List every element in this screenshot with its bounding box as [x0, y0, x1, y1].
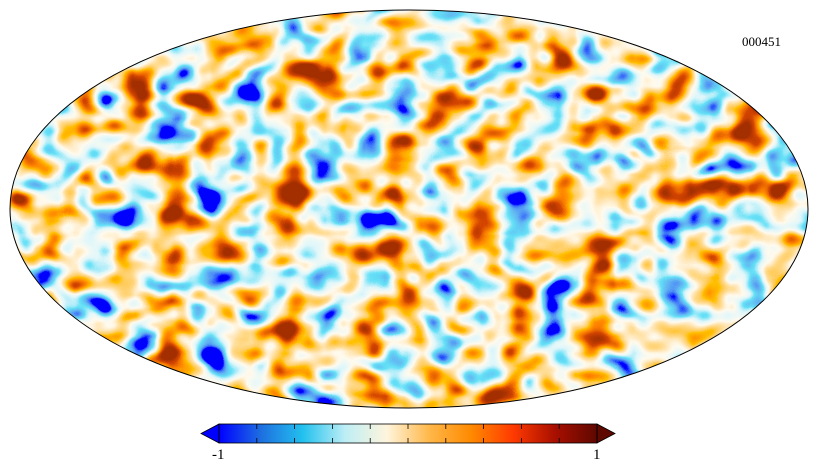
colorbar-bar — [219, 424, 597, 443]
colorbar — [200, 423, 616, 444]
colorbar-max-label: 1 — [593, 447, 601, 463]
colorbar-ticks — [218, 424, 598, 443]
sky-map — [9, 9, 809, 409]
colorbar-under-arrow — [200, 423, 220, 444]
colorbar-min-label: -1 — [212, 447, 225, 463]
colorbar-over-arrow — [596, 423, 616, 444]
map-id-label: 000451 — [742, 34, 781, 49]
sky-map-outline — [9, 9, 809, 409]
sky-map-field — [10, 10, 808, 408]
